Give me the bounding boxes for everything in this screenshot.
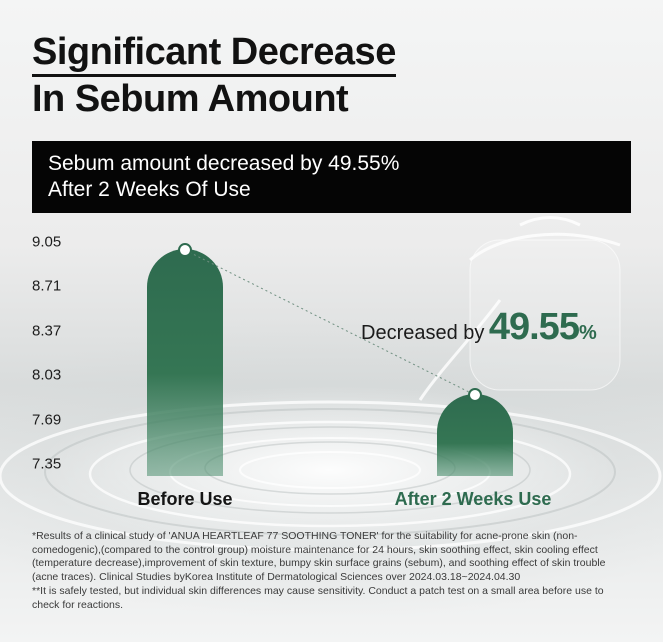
trend-connector-line (184, 249, 476, 396)
decrease-callout: Decreased by 49.55% (361, 306, 621, 349)
x-label-after-2-weeks: After 2 Weeks Use (394, 489, 552, 509)
page-title: Significant Decrease In Sebum Amount (32, 30, 396, 121)
y-tick-label: 8.03 (32, 366, 62, 384)
x-label-before-use: Before Use (137, 489, 233, 509)
y-tick-label: 8.37 (32, 322, 62, 340)
footnote-clinical-study: *Results of a clinical study of 'ANUA HE… (32, 530, 606, 583)
banner-line-1: Sebum amount decreased by 49.55% (48, 152, 400, 175)
footnote-patch-test: **It is safely tested, but individual sk… (32, 585, 604, 611)
callout-unit: % (578, 322, 597, 344)
y-tick-label: 9.05 (32, 233, 62, 251)
title-line-2: In Sebum Amount (32, 78, 349, 120)
bar-before-use (147, 249, 223, 476)
y-tick-label: 8.71 (32, 277, 62, 295)
banner-line-2: After 2 Weeks Of Use (48, 178, 251, 201)
y-tick-label: 7.69 (32, 411, 62, 429)
marker-after-2-weeks (468, 388, 482, 403)
footnotes: *Results of a clinical study of 'ANUA HE… (32, 530, 632, 613)
y-axis: 9.05 8.71 8.37 8.03 7.69 7.35 (32, 0, 112, 642)
summary-banner: Sebum amount decreased by 49.55% After 2… (32, 141, 631, 213)
marker-before-use (178, 243, 192, 258)
callout-value: 49.55 (488, 306, 580, 348)
bar-after-2-weeks (437, 394, 513, 476)
title-line-1: Significant Decrease (32, 30, 396, 77)
y-tick-label: 7.35 (32, 455, 62, 473)
callout-label: Decreased by (361, 322, 485, 344)
